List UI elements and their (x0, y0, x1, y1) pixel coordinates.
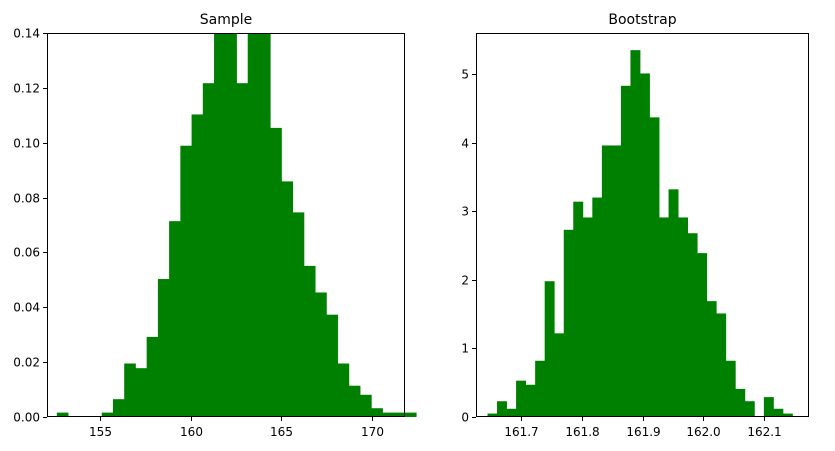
histogram-bar (639, 73, 650, 418)
histogram-bar (563, 229, 574, 417)
histogram-bar (157, 279, 170, 417)
sample-plot-frame (47, 33, 405, 417)
x-tick-label: 165 (270, 425, 293, 439)
histogram-bar (763, 397, 774, 417)
x-tick-label: 155 (89, 425, 112, 439)
histogram-bar (611, 145, 622, 417)
histogram-bar (303, 265, 316, 417)
y-tick-label: 3 (461, 205, 469, 219)
histogram-bar (678, 217, 689, 417)
x-tick-label: 161.8 (565, 425, 599, 439)
sample-chart-title: Sample (200, 12, 253, 28)
y-tick-label: 0.04 (13, 301, 40, 315)
sample-x-axis: 155 160 165 170 (89, 417, 384, 439)
histogram-bar (668, 189, 679, 417)
histogram-bar (292, 212, 305, 417)
y-tick-label: 0.02 (13, 356, 40, 370)
y-tick-label: 0.00 (13, 411, 40, 425)
histogram-bar (124, 363, 136, 417)
y-tick-label: 1 (461, 342, 469, 356)
histogram-bar (393, 412, 406, 417)
y-tick-label: 0.14 (13, 27, 40, 41)
x-tick-label: 161.7 (504, 425, 538, 439)
sample-y-axis: 0.00 0.02 0.04 0.06 0.08 0.10 0.12 0.14 (13, 27, 47, 425)
histogram-bar (554, 333, 565, 417)
histogram-bar (135, 368, 148, 417)
bootstrap-x-axis: 161.7 161.8 161.9 162.0 162.1 (504, 417, 782, 439)
histogram-bar (214, 33, 226, 417)
histogram-bar (735, 388, 746, 417)
bootstrap-histogram-panel: Bootstrap 161.7 161.8 161.9 162.0 162.1 0 1 2 3… (461, 12, 809, 439)
histogram-bar (506, 408, 517, 417)
histogram-bar (315, 292, 327, 417)
histogram-bar (620, 85, 631, 418)
histogram-bar (247, 33, 260, 417)
y-tick-label: 0.10 (13, 137, 40, 151)
histogram-bar (582, 217, 593, 417)
x-tick-label: 161.9 (626, 425, 660, 439)
y-tick-label: 0 (461, 411, 469, 425)
x-tick-label: 160 (180, 425, 203, 439)
bootstrap-chart-title: Bootstrap (608, 12, 676, 28)
y-tick-label: 0.12 (13, 82, 40, 96)
histogram-bar (326, 314, 338, 417)
histogram-bar (371, 408, 383, 417)
x-tick-label: 170 (361, 425, 384, 439)
sample-bars (56, 33, 417, 418)
histogram-bar (348, 385, 361, 417)
histogram-bar (687, 233, 698, 417)
histogram-bar (236, 83, 249, 417)
histogram-bar (516, 380, 527, 417)
histogram-bar (782, 413, 793, 417)
histogram-bar (56, 412, 69, 417)
histogram-bar (270, 127, 282, 418)
histogram-bar (337, 363, 350, 417)
histogram-bar (592, 197, 603, 417)
y-tick-label: 2 (461, 274, 469, 288)
histogram-bar (202, 83, 215, 417)
histogram-bar (112, 399, 125, 417)
histogram-bar (744, 401, 755, 417)
histogram-bar (659, 217, 669, 417)
histogram-bar (706, 301, 717, 417)
histogram-bar (281, 181, 294, 417)
histogram-bar (630, 50, 641, 417)
histogram-bar (535, 360, 546, 417)
histogram-bar (573, 201, 584, 417)
histogram-bar (649, 117, 660, 417)
histogram-bar (725, 360, 736, 417)
y-tick-label: 0.08 (13, 192, 40, 206)
histogram-bar (497, 401, 507, 417)
histogram-bar (773, 408, 784, 417)
histogram-bar (382, 412, 395, 417)
histogram-bar (360, 394, 372, 417)
histogram-bar (544, 281, 555, 417)
sample-histogram-panel: Sample 155 160 165 170 0.00 0.02 0.04 0.06 0.08… (13, 12, 417, 439)
histogram-bar (191, 114, 204, 418)
y-tick-label: 0.06 (13, 246, 40, 260)
histogram-bar (525, 384, 536, 417)
y-tick-label: 5 (461, 68, 469, 82)
x-tick-label: 162.0 (686, 425, 720, 439)
y-tick-label: 4 (461, 137, 469, 151)
histogram-bar (697, 253, 708, 417)
histogram-bar (225, 33, 237, 417)
histogram-bar (258, 33, 271, 417)
histogram-bar (169, 221, 181, 417)
histogram-bar (404, 412, 417, 417)
histogram-bar (180, 145, 192, 418)
x-tick-label: 162.1 (747, 425, 781, 439)
histogram-bar (101, 412, 114, 417)
histogram-bar (601, 145, 612, 417)
histogram-bar (716, 313, 727, 417)
bootstrap-y-axis: 0 1 2 3 4 5 (461, 68, 476, 425)
histogram-bar (487, 413, 498, 417)
bootstrap-plot-frame (476, 33, 809, 417)
bootstrap-bars (487, 50, 793, 418)
histogram-bar (146, 336, 159, 417)
